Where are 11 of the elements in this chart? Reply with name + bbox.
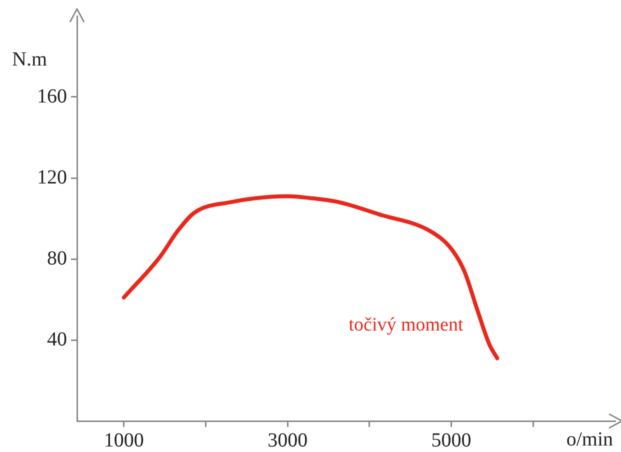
x-axis-title: o/min (566, 428, 613, 450)
x-tick-label: 5000 (431, 429, 472, 452)
x-tick-label: 1000 (104, 429, 144, 452)
line-series (122, 194, 500, 360)
y-tick-label: 160 (37, 85, 67, 108)
y-axis-title: N.m (12, 48, 48, 70)
y-tick-label: 40 (47, 328, 67, 350)
y-tick-label: 120 (37, 166, 67, 188)
y-tick-label: 80 (47, 247, 67, 270)
series-label: točivý moment (348, 314, 464, 336)
x-tick-label: 3000 (268, 429, 308, 452)
